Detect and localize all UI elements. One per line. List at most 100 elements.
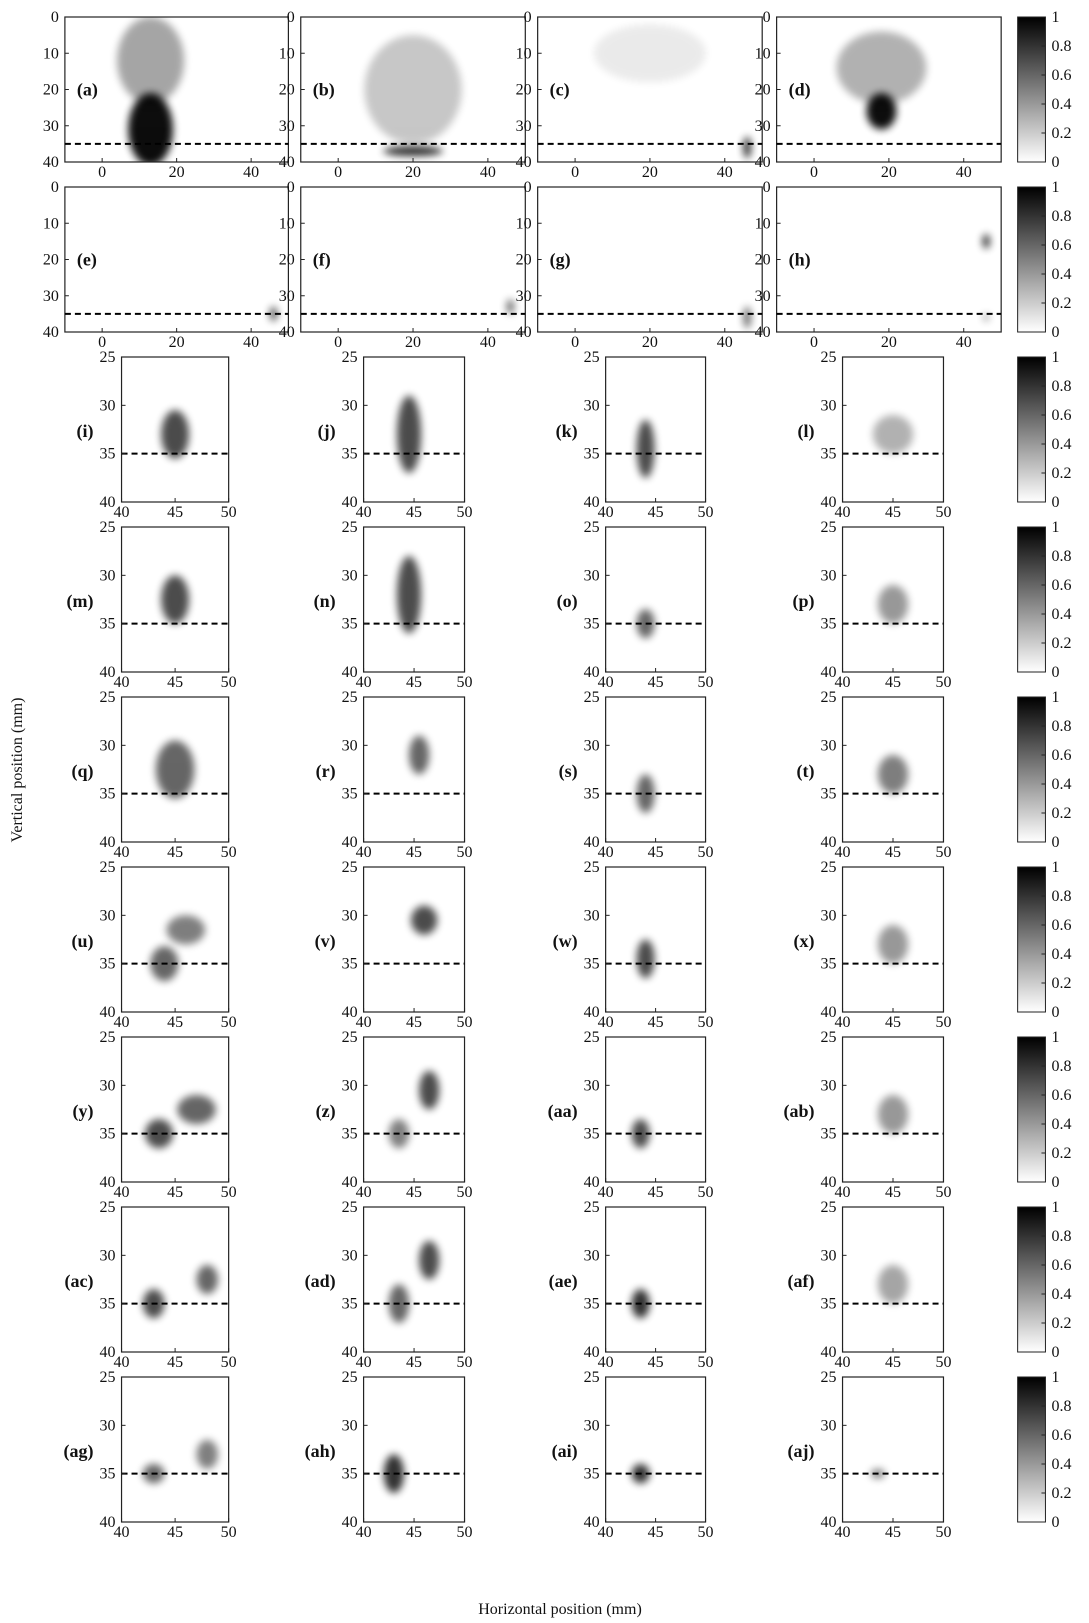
y-tick-label: 30 <box>516 118 532 135</box>
colorbar <box>1018 867 1046 1012</box>
heatmap-image <box>301 187 526 332</box>
colorbar-tick-label: 0.8 <box>1051 718 1071 735</box>
x-tick-label: 50 <box>221 1354 237 1371</box>
x-tick-label: 40 <box>356 1354 372 1371</box>
y-tick-label: 25 <box>342 689 358 706</box>
intensity-blob <box>743 137 750 159</box>
heatmap-image <box>364 1377 465 1522</box>
heatmap-image <box>843 1207 944 1352</box>
panel-label: (ah) <box>305 1441 336 1462</box>
heatmap-image <box>122 1037 229 1182</box>
panel-label: (e) <box>77 250 97 271</box>
panel-label: (y) <box>73 1101 94 1122</box>
y-tick-label: 0 <box>287 179 295 196</box>
intensity-blob <box>145 1119 173 1148</box>
y-tick-label: 30 <box>100 1247 116 1264</box>
x-tick-label: 40 <box>835 1354 851 1371</box>
heatmap-bg <box>364 1037 465 1182</box>
colorbar-tick-label: 1 <box>1051 1199 1059 1216</box>
x-tick-label: 40 <box>835 504 851 521</box>
y-tick-label: 35 <box>342 446 358 463</box>
y-tick-label: 40 <box>584 834 600 851</box>
intensity-blob <box>878 925 908 964</box>
x-tick-label: 40 <box>114 844 130 861</box>
y-tick-label: 40 <box>43 154 59 171</box>
panel-label: (ad) <box>305 1271 336 1292</box>
x-tick-label: 50 <box>698 504 714 521</box>
heatmap-bg <box>606 357 706 502</box>
y-tick-label: 0 <box>287 9 295 26</box>
x-tick-label: 40 <box>356 1184 372 1201</box>
colorbar <box>1018 1037 1046 1182</box>
intensity-blob <box>836 32 926 105</box>
y-tick-label: 35 <box>584 1466 600 1483</box>
y-tick-label: 25 <box>584 1369 600 1386</box>
colorbar-tick-label: 0.4 <box>1051 96 1071 113</box>
y-tick-label: 35 <box>100 786 116 803</box>
panel-label: (u) <box>72 931 94 952</box>
y-tick-label: 25 <box>821 349 837 366</box>
colorbar-tick-label: 0 <box>1051 834 1059 851</box>
panel-label: (q) <box>72 761 94 782</box>
intensity-blob <box>878 1265 908 1304</box>
heatmap-image <box>364 867 465 1012</box>
x-tick-label: 50 <box>935 1014 951 1031</box>
intensity-blob <box>873 415 913 454</box>
x-tick-label: 0 <box>571 164 579 181</box>
x-tick-label: 40 <box>480 164 496 181</box>
y-tick-label: 30 <box>821 1077 837 1094</box>
y-tick-label: 40 <box>821 1004 837 1021</box>
heatmap-image <box>606 527 706 672</box>
colorbar-tick-label: 0.4 <box>1051 436 1071 453</box>
colorbar-tick-label: 0.4 <box>1051 946 1071 963</box>
x-tick-label: 50 <box>457 1184 473 1201</box>
y-tick-label: 30 <box>342 1077 358 1094</box>
intensity-blob <box>197 1265 218 1294</box>
x-tick-label: 40 <box>114 1014 130 1031</box>
y-tick-label: 25 <box>342 519 358 536</box>
colorbar-tick-label: 0.8 <box>1051 888 1071 905</box>
x-tick-label: 40 <box>598 1014 614 1031</box>
x-tick-label: 45 <box>167 844 183 861</box>
y-tick-label: 40 <box>342 834 358 851</box>
colorbar-tick-label: 1 <box>1051 9 1059 26</box>
y-tick-label: 0 <box>51 9 59 26</box>
intensity-blob <box>397 396 421 473</box>
panel-label: (x) <box>794 931 815 952</box>
y-tick-label: 35 <box>100 1466 116 1483</box>
y-tick-label: 20 <box>755 252 771 269</box>
panel-label: (d) <box>789 80 811 101</box>
y-tick-label: 25 <box>100 1029 116 1046</box>
colorbar-tick-label: 0 <box>1051 664 1059 681</box>
y-tick-label: 20 <box>755 82 771 99</box>
x-tick-label: 45 <box>406 1014 422 1031</box>
y-tick-label: 30 <box>342 1247 358 1264</box>
x-tick-label: 45 <box>885 1184 901 1201</box>
y-tick-label: 40 <box>279 324 295 341</box>
y-tick-label: 35 <box>584 446 600 463</box>
heatmap-image <box>65 187 289 332</box>
panel-label: (af) <box>788 1271 815 1292</box>
x-tick-label: 45 <box>648 844 664 861</box>
x-tick-label: 50 <box>221 504 237 521</box>
x-tick-label: 0 <box>810 334 818 351</box>
colorbar-tick-label: 0.6 <box>1051 1087 1071 1104</box>
y-tick-label: 30 <box>584 737 600 754</box>
x-tick-label: 40 <box>956 164 972 181</box>
x-tick-label: 45 <box>885 504 901 521</box>
y-tick-label: 25 <box>100 689 116 706</box>
colorbar <box>1018 1377 1046 1522</box>
y-tick-label: 35 <box>584 616 600 633</box>
x-tick-label: 40 <box>356 1014 372 1031</box>
heatmap-bg <box>843 1377 944 1522</box>
y-tick-label: 35 <box>821 1296 837 1313</box>
colorbar-tick-label: 0.4 <box>1051 266 1071 283</box>
colorbar-tick-label: 1 <box>1051 179 1059 196</box>
x-tick-label: 40 <box>835 674 851 691</box>
y-tick-label: 25 <box>342 349 358 366</box>
intensity-blob <box>161 410 189 458</box>
colorbar-tick-label: 0.6 <box>1051 577 1071 594</box>
panel-label: (r) <box>316 761 336 782</box>
x-tick-label: 40 <box>356 504 372 521</box>
x-tick-label: 0 <box>571 334 579 351</box>
